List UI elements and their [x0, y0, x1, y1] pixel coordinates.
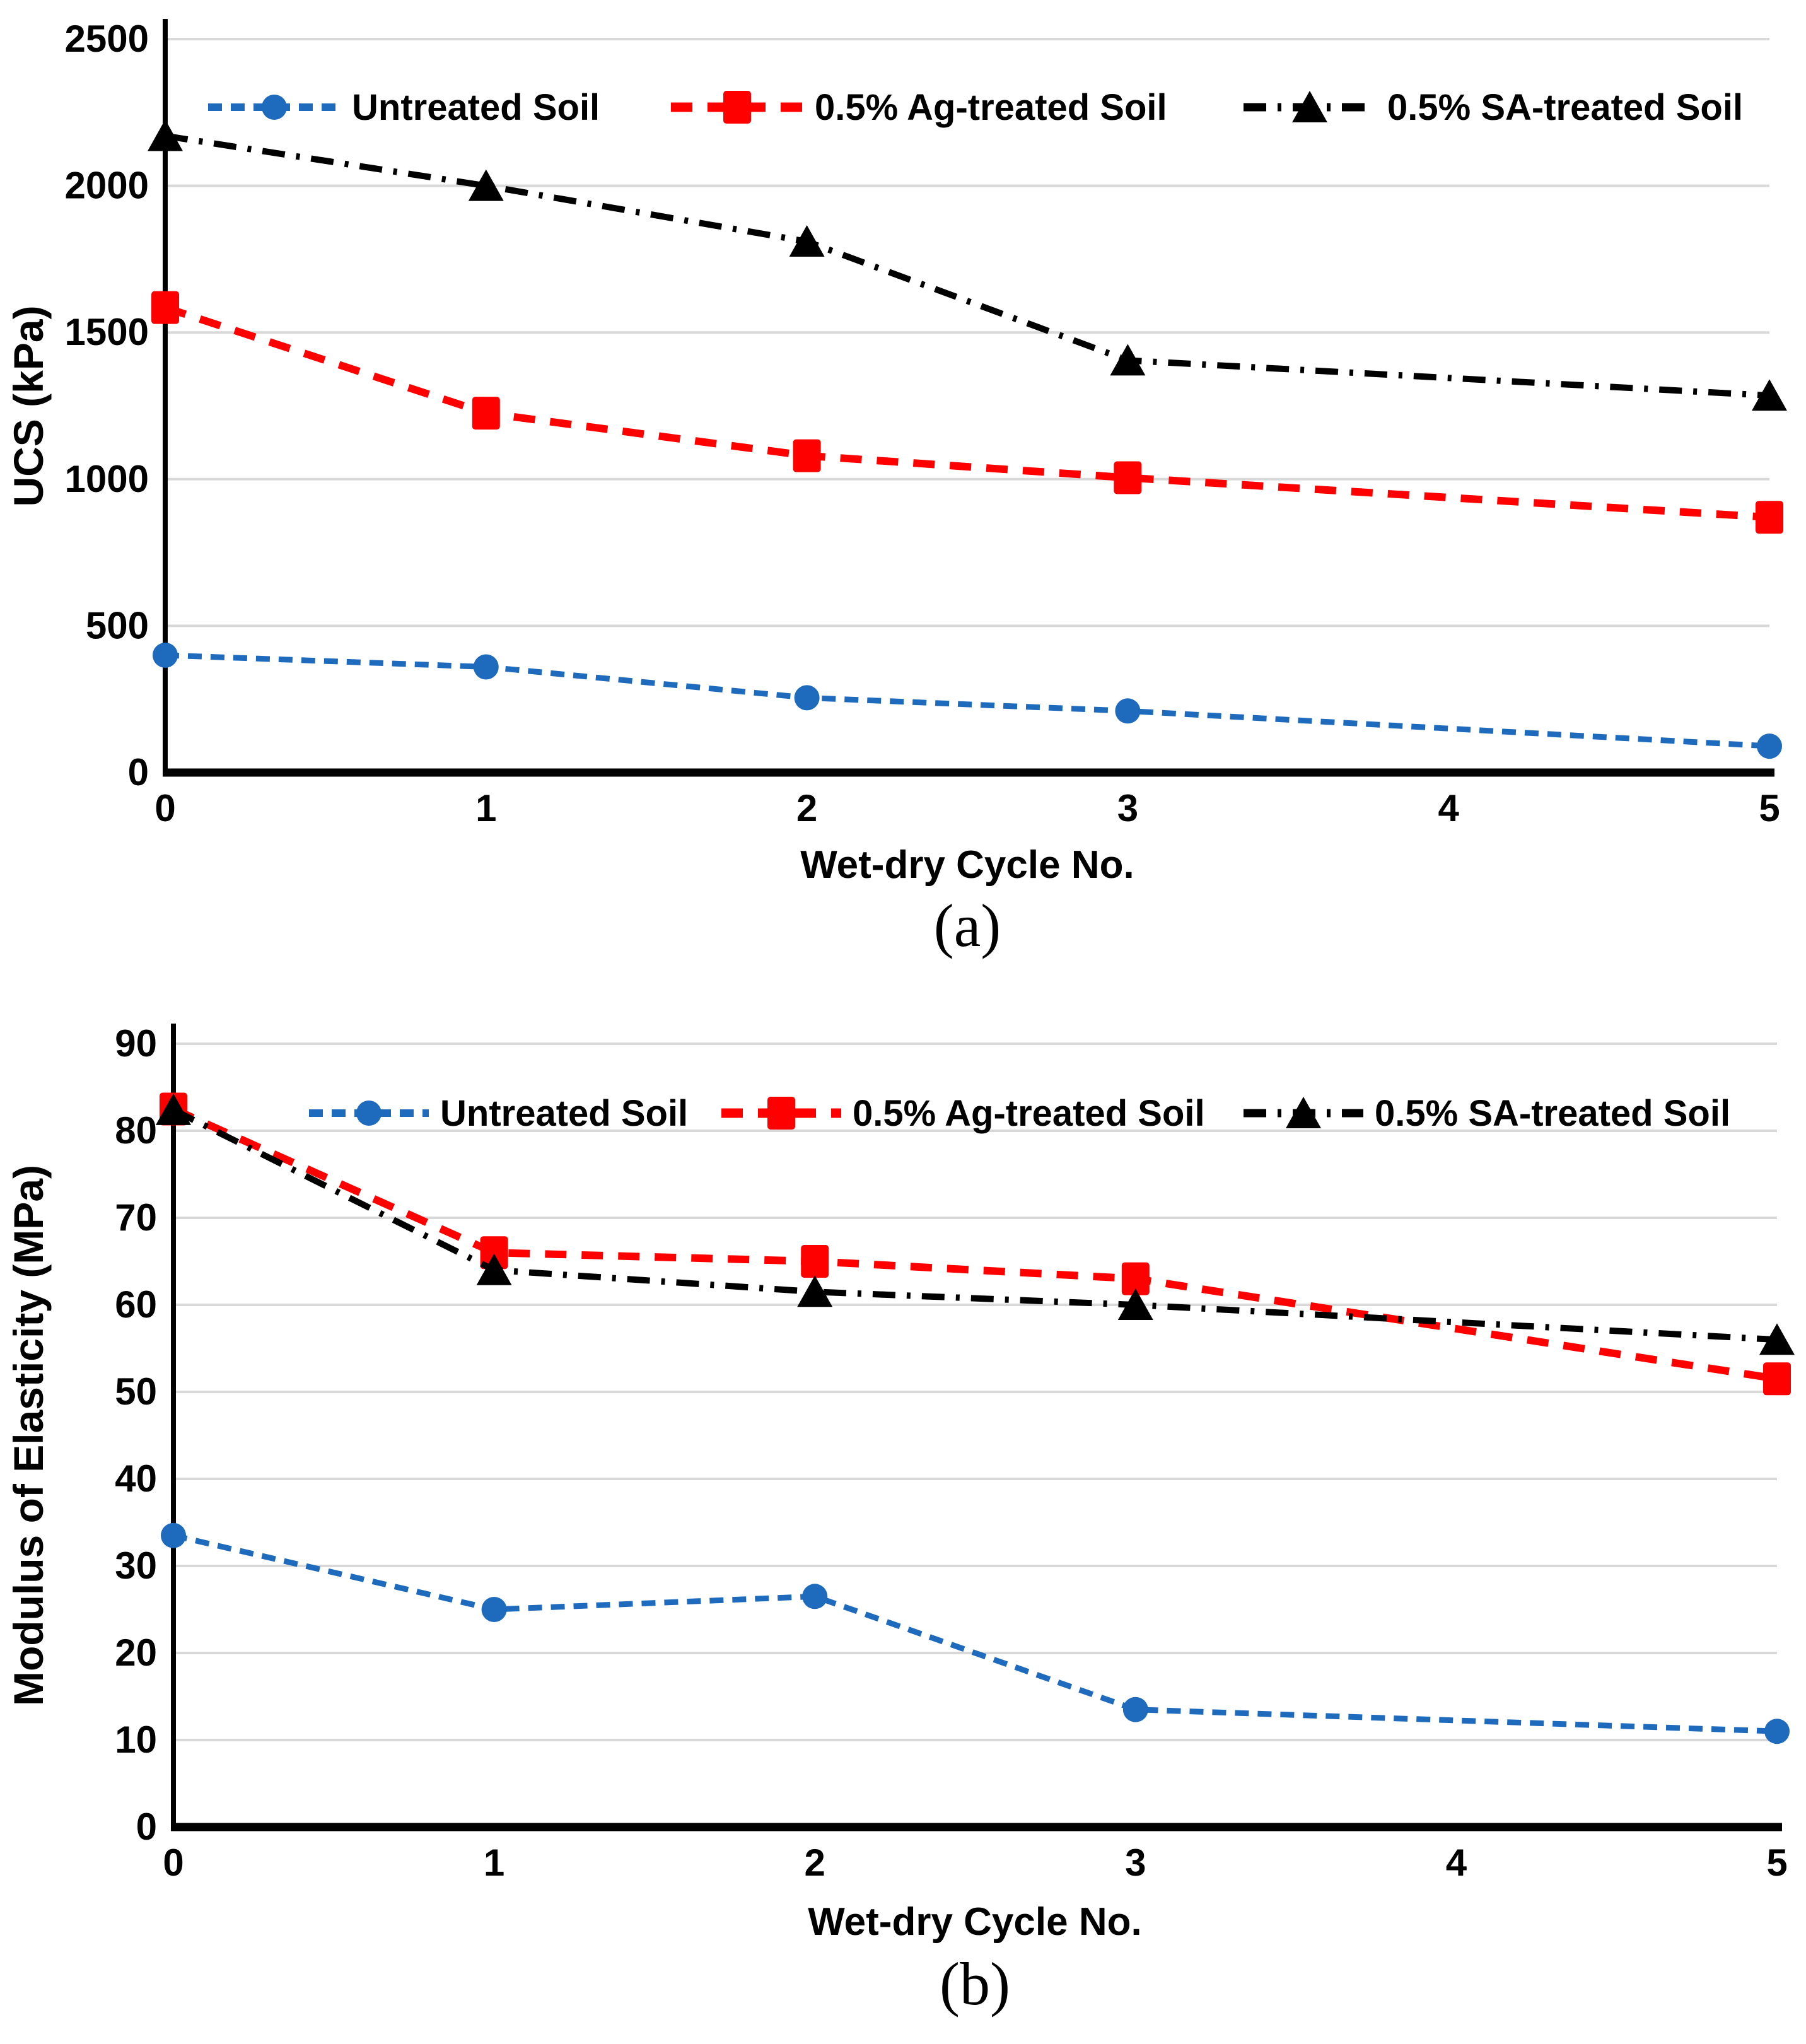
square-marker: [480, 1236, 508, 1270]
y-tick-label: 40: [115, 1457, 157, 1500]
circle-marker: [473, 654, 499, 680]
x-tick-label: 3: [1117, 787, 1138, 829]
square-marker: [472, 397, 500, 430]
triangle-marker: [476, 1253, 512, 1285]
square-marker: [1114, 461, 1142, 494]
chart-a-x-axis-label: Wet-dry Cycle No.: [800, 843, 1134, 887]
chart-b-y-axis-label: Modulus of Elasticity (MPa): [5, 1165, 52, 1706]
circle-marker: [356, 1101, 382, 1126]
y-tick-label: 60: [115, 1283, 157, 1326]
y-tick-label: 90: [115, 1022, 157, 1065]
x-tick-label: 4: [1446, 1842, 1467, 1884]
square-marker: [793, 439, 821, 472]
y-tick-label: 10: [115, 1719, 157, 1761]
x-tick-label: 1: [484, 1842, 504, 1884]
circle-marker: [1122, 1697, 1148, 1722]
circle-marker: [262, 95, 287, 120]
circle-marker: [794, 685, 820, 711]
series-line-0-5-sa-treated-soil: [165, 132, 1770, 399]
triangle-marker: [468, 169, 504, 201]
circle-marker: [1764, 1719, 1790, 1744]
y-tick-label: 50: [115, 1370, 157, 1413]
x-tick-label: 5: [1766, 1842, 1787, 1884]
chart-b-series: [156, 1092, 1795, 1744]
legend-item-0-5-sa-treated-soil: 0.5% SA-treated Soil: [1244, 1093, 1730, 1134]
chart-a-ucs: Untreated Soil 0.5% Ag-treated Soil 0.5% S…: [5, 18, 1787, 959]
y-tick-label: 1500: [65, 311, 149, 353]
circle-marker: [1115, 698, 1141, 724]
series-line-0-5-ag-treated-soil: [164, 304, 1770, 522]
y-tick-label: 20: [115, 1632, 157, 1674]
triangle-marker: [156, 1093, 191, 1125]
x-tick-label: 5: [1759, 787, 1780, 829]
triangle-marker: [1110, 344, 1146, 376]
legend-item-0-5-ag-treated-soil: 0.5% Ag-treated Soil: [671, 87, 1167, 128]
chart-b-tick-labels: 0 10 20 30 40 50 60 70 80 90 0 1 2 3 4 5: [115, 1022, 1787, 1884]
x-tick-label: 0: [154, 787, 175, 829]
y-tick-label: 2500: [65, 18, 149, 60]
square-marker: [801, 1245, 829, 1278]
x-tick-label: 4: [1438, 787, 1460, 829]
x-tick-label: 1: [475, 787, 496, 829]
x-tick-label: 2: [796, 787, 817, 829]
chart-a-series: [148, 119, 1787, 759]
circle-marker: [161, 1522, 186, 1548]
circle-marker: [481, 1597, 507, 1622]
chart-b-legend: Untreated Soil 0.5% Ag-treated Soil 0.5% S…: [309, 1093, 1730, 1134]
y-tick-label: 0: [136, 1806, 157, 1848]
circle-marker: [802, 1584, 828, 1609]
y-tick-label: 2000: [65, 165, 149, 207]
triangle-marker: [148, 119, 183, 151]
legend-item-0-5-sa-treated-soil: 0.5% SA-treated Soil: [1244, 87, 1743, 128]
y-tick-label: 500: [86, 604, 149, 646]
y-tick-label: 80: [115, 1109, 157, 1152]
chart-a-legend: Untreated Soil 0.5% Ag-treated Soil 0.5% S…: [208, 87, 1743, 128]
legend-label: 0.5% SA-treated Soil: [1375, 1093, 1730, 1134]
triangle-marker: [1752, 379, 1787, 411]
x-tick-label: 2: [805, 1842, 825, 1884]
circle-marker: [1757, 733, 1782, 759]
triangle-marker: [1759, 1323, 1795, 1355]
square-marker: [1763, 1362, 1791, 1396]
square-marker: [1756, 501, 1783, 534]
legend-item-untreated-soil: Untreated Soil: [208, 87, 600, 128]
chart-b-modulus: Untreated Soil 0.5% Ag-treated Soil 0.5% S…: [5, 1022, 1795, 2018]
legend-label: 0.5% Ag-treated Soil: [815, 87, 1167, 128]
y-tick-label: 70: [115, 1196, 157, 1239]
chart-b-axes: [171, 1024, 1782, 1831]
chart-a-y-axis-label: UCS (kPa): [5, 305, 52, 506]
chart-a-caption: (a): [934, 892, 1001, 959]
square-marker: [723, 91, 751, 124]
legend-label: Untreated Soil: [352, 87, 600, 128]
y-tick-label: 30: [115, 1545, 157, 1587]
legend-item-0-5-ag-treated-soil: 0.5% Ag-treated Soil: [721, 1093, 1205, 1134]
chart-b-x-axis-label: Wet-dry Cycle No.: [808, 1900, 1141, 1944]
square-marker: [767, 1097, 795, 1130]
y-tick-label: 0: [128, 751, 149, 793]
series-line-0-5-ag-treated-soil: [172, 1106, 1778, 1383]
x-tick-label: 3: [1125, 1842, 1146, 1884]
chart-a-gridlines: [165, 38, 1769, 628]
triangle-marker: [1286, 1097, 1321, 1128]
series-line-untreated-soil: [172, 1533, 1778, 1734]
legend-label: Untreated Soil: [440, 1093, 688, 1134]
legend-label: 0.5% Ag-treated Soil: [853, 1093, 1205, 1134]
triangle-marker: [797, 1275, 833, 1307]
y-tick-label: 1000: [65, 458, 149, 500]
triangle-marker: [789, 225, 825, 257]
chart-b-gridlines: [173, 1042, 1777, 1741]
series-line-untreated-soil: [165, 652, 1770, 749]
triangle-marker: [1117, 1288, 1153, 1320]
square-marker: [151, 291, 179, 324]
chart-a-tick-labels: 0 500 1000 1500 2000 2500 0 1 2 3 4 5: [65, 18, 1780, 829]
chart-b-caption: (b): [940, 1950, 1010, 2018]
legend-item-untreated-soil: Untreated Soil: [309, 1093, 688, 1134]
square-marker: [1121, 1262, 1150, 1295]
legend-label: 0.5% SA-treated Soil: [1387, 87, 1743, 128]
x-tick-label: 0: [163, 1842, 184, 1884]
series-line-0-5-sa-treated-soil: [172, 1107, 1778, 1343]
circle-marker: [153, 642, 178, 668]
triangle-marker: [1292, 91, 1327, 122]
